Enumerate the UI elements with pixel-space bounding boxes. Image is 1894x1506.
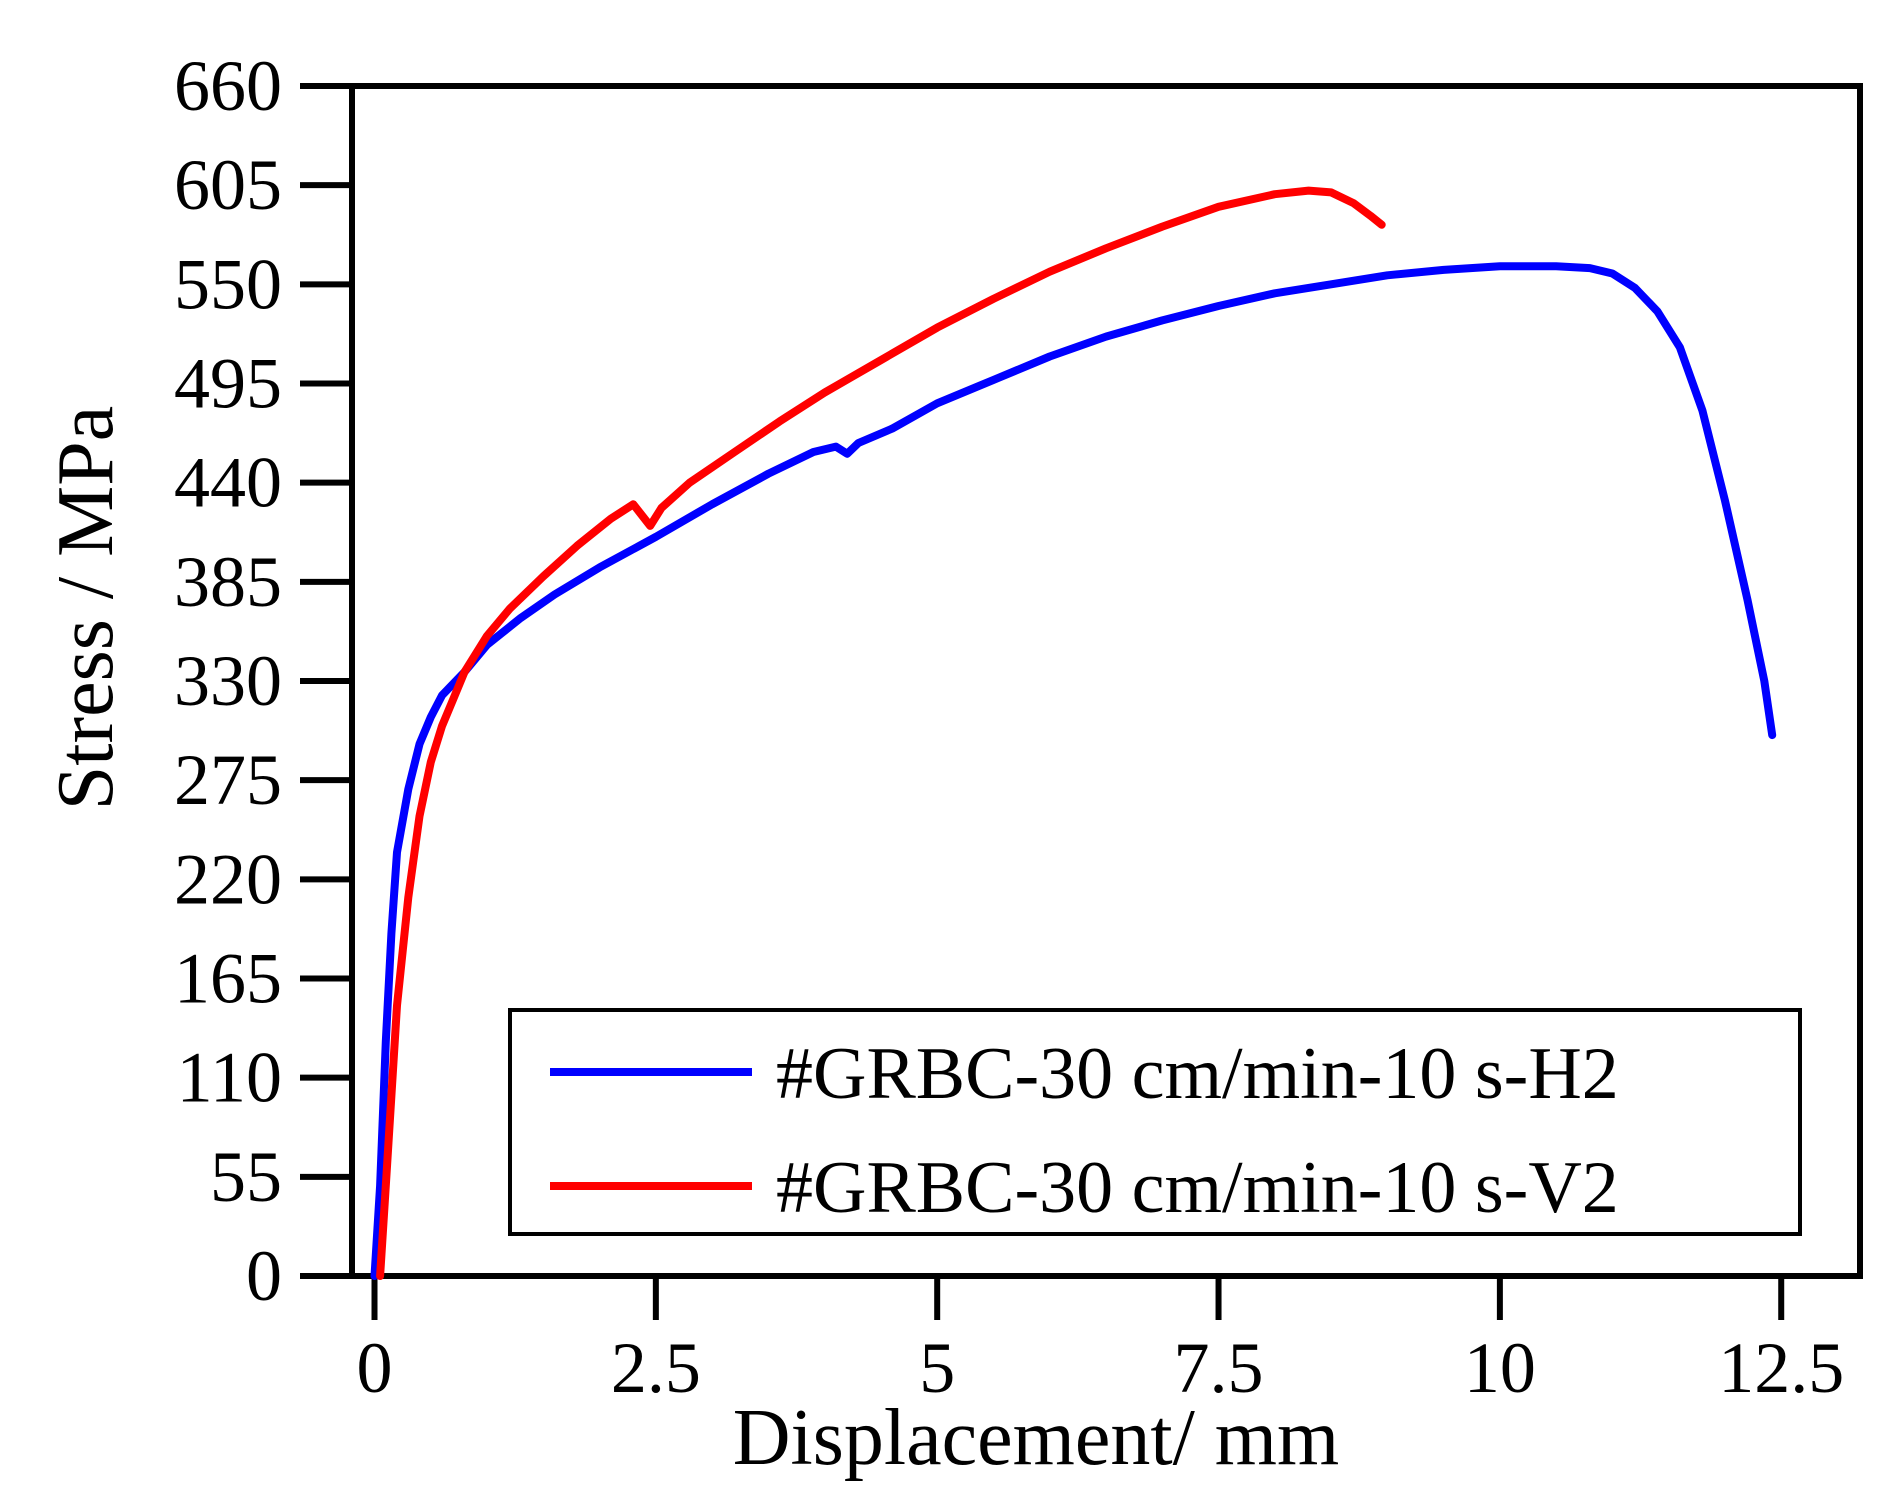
- y-tick-label: 110: [177, 1038, 282, 1118]
- y-tick-label: 440: [174, 443, 282, 523]
- y-tick-label: 275: [174, 740, 282, 820]
- y-tick-label: 0: [246, 1236, 282, 1316]
- y-tick-label: 660: [174, 46, 282, 126]
- y-tick-label: 165: [174, 939, 282, 1019]
- y-tick-label: 330: [174, 641, 282, 721]
- y-axis-ticks: 0 55 110 165 220 275 330 385 440 495 550 605 660: [174, 46, 352, 1316]
- series-line-v2: [376, 186, 1386, 1280]
- legend-label-h2: #GRBC-30 cm/min-10 s-H2: [776, 1033, 1619, 1115]
- x-tick-label: 2.5: [611, 1328, 701, 1408]
- x-axis-ticks: 0 2.5 5 7.5 10 12.5: [357, 1276, 1844, 1408]
- y-tick-label: 385: [174, 542, 282, 622]
- y-tick-label: 55: [210, 1137, 282, 1217]
- y-tick-label: 495: [174, 344, 282, 424]
- x-tick-label: 10: [1464, 1328, 1536, 1408]
- y-axis-label: Stress / MPa: [42, 406, 130, 811]
- x-tick-label: 5: [919, 1328, 955, 1408]
- legend-box: [508, 1008, 1802, 1236]
- x-axis-label: Displacement/ mm: [733, 1394, 1340, 1482]
- series-line-h2: [370, 262, 1777, 1280]
- x-tick-label: 7.5: [1174, 1328, 1264, 1408]
- y-tick-label: 220: [174, 839, 282, 919]
- legend-label-v2: #GRBC-30 cm/min-10 s-V2: [776, 1147, 1619, 1229]
- y-tick-label: 550: [174, 244, 282, 324]
- data-series: [370, 186, 1777, 1280]
- y-tick-label: 605: [174, 145, 282, 225]
- x-tick-label: 12.5: [1718, 1328, 1844, 1408]
- legend: #GRBC-30 cm/min-10 s-H2 #GRBC-30 cm/min-…: [508, 1008, 1802, 1236]
- x-tick-label: 0: [357, 1328, 393, 1408]
